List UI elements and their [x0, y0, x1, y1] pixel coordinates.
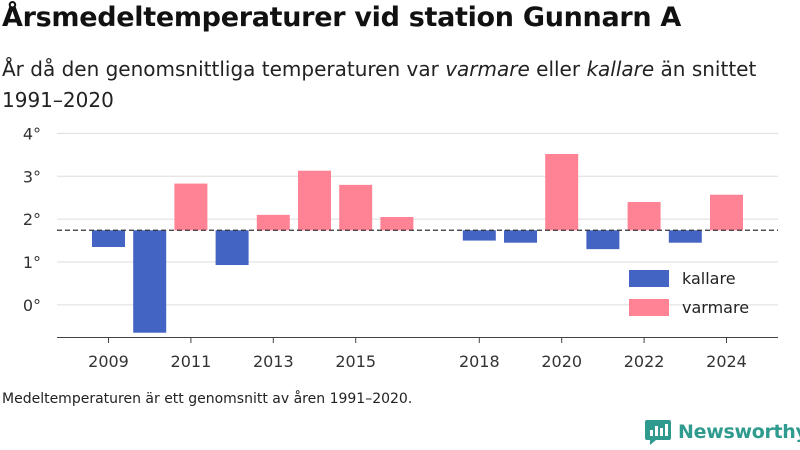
bar-varmare [298, 170, 331, 231]
footnote: Medeltemperaturen är ett genomsnitt av å… [2, 391, 413, 407]
legend-label-varmare: varmare [682, 298, 749, 317]
bar-kallare [504, 230, 537, 243]
bar-varmare [256, 214, 290, 231]
x-tick-label: 2020 [541, 352, 582, 371]
bar-kallare [133, 230, 167, 333]
x-tick-label: 2022 [624, 352, 665, 371]
x-tick-label: 2009 [88, 352, 129, 371]
subtitle-cold-word: kallare [586, 57, 655, 81]
bar-varmare [380, 217, 414, 231]
bar-chart: 0° 1° 2° 3° 4° 2009 2011 2013 2015 2018 2020 2022 20… [23, 124, 778, 371]
bar-kallare [462, 230, 496, 241]
legend-swatch-varmare [629, 299, 669, 316]
subtitle-text-1: År då den genomsnittliga temperaturen va… [2, 57, 446, 81]
y-tick-label: 2° [23, 210, 41, 229]
y-tick-label: 0° [23, 296, 41, 315]
bar-kallare [92, 230, 125, 247]
subtitle-warm-word: varmare [445, 57, 530, 81]
chart-title: Årsmedeltemperaturer vid station Gunnarn… [2, 2, 682, 33]
bar-varmare [627, 202, 661, 231]
x-tick-label: 2024 [706, 352, 747, 371]
subtitle-text-3: än snittet 1991–2020 [2, 57, 757, 112]
bar-kallare [215, 230, 249, 265]
chart-subtitle: År då den genomsnittliga temperaturen va… [2, 54, 792, 116]
brand-logo[interactable]: Newsworthy [644, 418, 800, 446]
legend-swatch-kallare [629, 270, 669, 287]
x-tick-label: 2018 [459, 352, 500, 371]
x-tick-label: 2015 [335, 352, 376, 371]
bar-varmare [710, 194, 743, 231]
x-tick-label: 2013 [253, 352, 294, 371]
bar-varmare [339, 184, 373, 231]
brand-name: Newsworthy [678, 421, 800, 443]
y-tick-label: 1° [23, 253, 41, 272]
legend-label-kallare: kallare [682, 269, 736, 288]
bar-kallare [668, 230, 702, 243]
newsworthy-logo-icon [645, 420, 671, 445]
x-tick-label: 2011 [171, 352, 212, 371]
bar-varmare [545, 154, 579, 231]
y-tick-label: 4° [23, 124, 41, 143]
bar-varmare [174, 183, 208, 231]
y-tick-label: 3° [23, 167, 41, 186]
subtitle-text-2: eller [529, 57, 587, 81]
bar-kallare [586, 230, 620, 250]
